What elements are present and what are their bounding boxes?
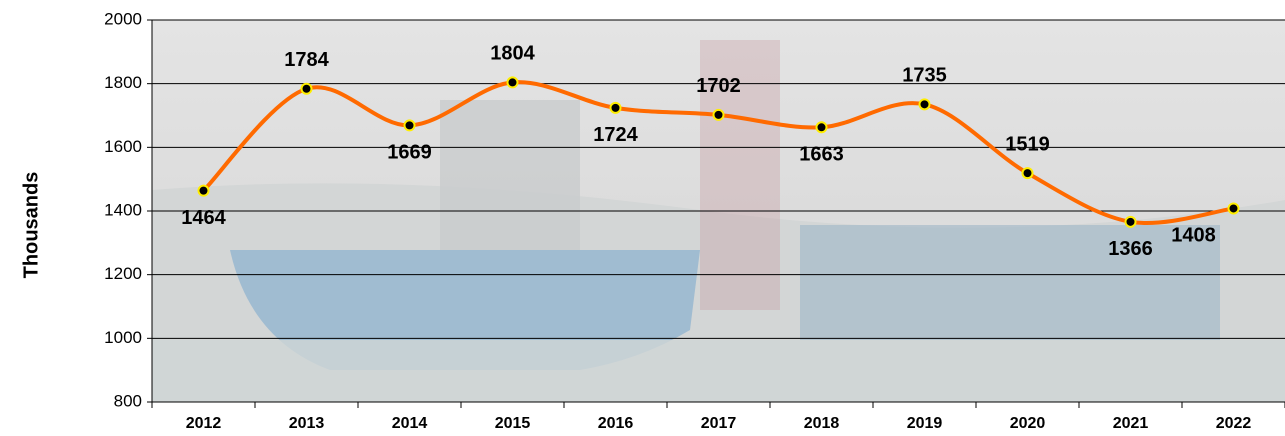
x-tick-label: 2014 xyxy=(392,415,428,432)
x-tick-label: 2015 xyxy=(495,415,531,432)
y-tick-label: 800 xyxy=(114,391,142,410)
marker xyxy=(1023,168,1033,178)
data-label: 1735 xyxy=(902,65,947,87)
marker xyxy=(508,77,518,87)
x-tick-label: 2022 xyxy=(1216,415,1252,432)
data-label: 1669 xyxy=(387,142,432,164)
data-label: 1702 xyxy=(696,75,741,97)
x-tick-label: 2021 xyxy=(1113,415,1149,432)
y-tick-label: 1600 xyxy=(104,137,142,156)
data-label: 1366 xyxy=(1108,238,1153,260)
data-label: 1408 xyxy=(1171,225,1216,247)
x-tick-label: 2020 xyxy=(1010,415,1046,432)
marker xyxy=(920,99,930,109)
y-tick-label: 1000 xyxy=(104,328,142,347)
data-label: 1519 xyxy=(1005,133,1050,155)
y-tick-label: 1800 xyxy=(104,73,142,92)
y-axis-label: Thousands xyxy=(20,172,42,279)
x-tick-label: 2018 xyxy=(804,415,840,432)
marker xyxy=(817,122,827,132)
data-label: 1663 xyxy=(799,144,844,166)
marker xyxy=(1126,217,1136,227)
marker xyxy=(714,110,724,120)
marker xyxy=(1229,203,1239,213)
x-tick-label: 2016 xyxy=(598,415,634,432)
data-label: 1804 xyxy=(490,43,535,65)
x-tick-label: 2017 xyxy=(701,415,737,432)
y-tick-label: 1400 xyxy=(104,200,142,219)
y-tick-label: 1200 xyxy=(104,264,142,283)
data-label: 1724 xyxy=(593,124,638,146)
x-tick-label: 2012 xyxy=(186,415,222,432)
chart: Thousands 800 1000 1200 1400 1600 1800 2000 201… xyxy=(0,0,1285,436)
data-label: 1784 xyxy=(284,49,329,71)
marker xyxy=(199,186,209,196)
data-label: 1464 xyxy=(181,207,226,229)
y-tick-label: 2000 xyxy=(104,9,142,28)
marker xyxy=(611,103,621,113)
marker xyxy=(405,120,415,130)
x-tick-label: 2019 xyxy=(907,415,943,432)
x-tick-label: 2013 xyxy=(289,415,325,432)
marker xyxy=(302,84,312,94)
